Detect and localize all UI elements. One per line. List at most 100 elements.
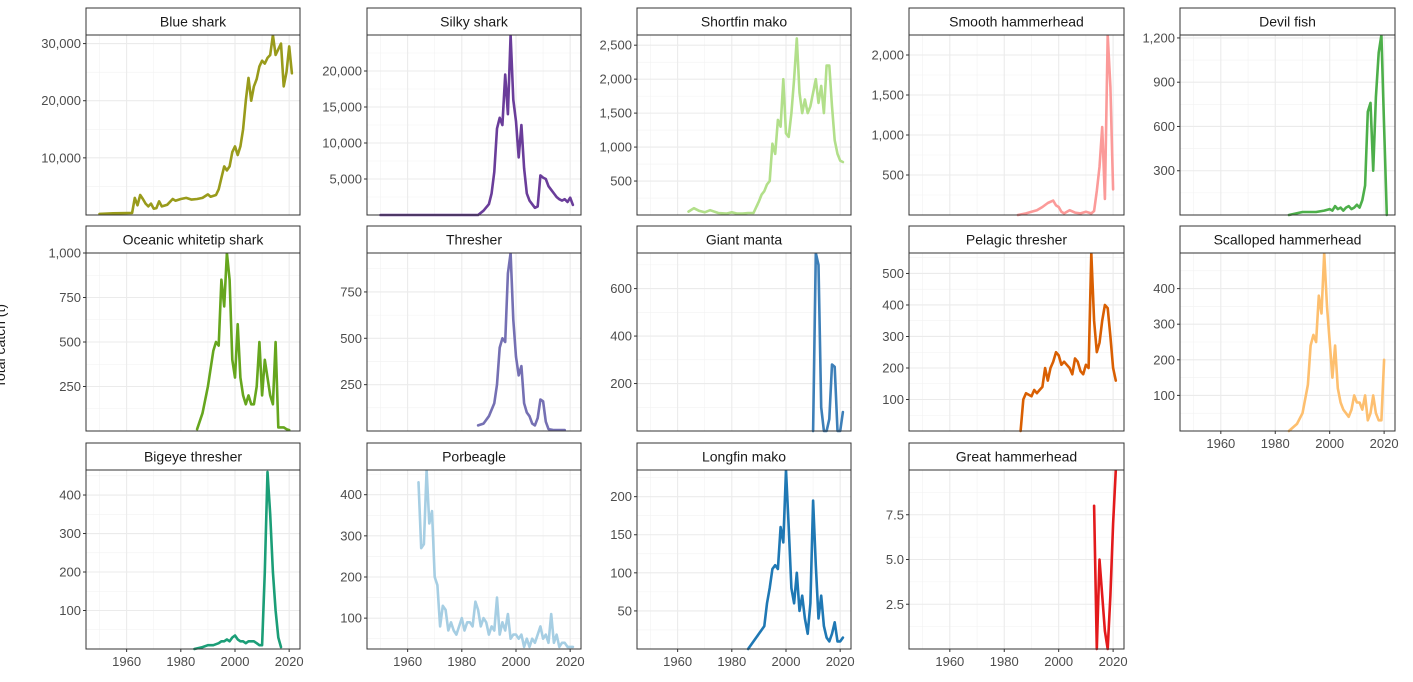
- y-tick-label: 300: [59, 526, 81, 541]
- y-tick-label: 500: [340, 331, 362, 346]
- series-line: [746, 468, 845, 651]
- y-tick-label: 200: [610, 376, 632, 391]
- facet-title: Thresher: [446, 232, 502, 248]
- series-line: [98, 33, 294, 216]
- y-tick-label: 100: [340, 611, 362, 626]
- panel-background: [367, 253, 581, 431]
- y-tick-label: 150: [610, 527, 632, 542]
- facet-panel: 500 1,000 1,500 2,000 2,500 Shortfin mako: [599, 7, 852, 216]
- facet-title: Scalloped hammerhead: [1214, 232, 1362, 248]
- y-tick-label: 250: [59, 379, 81, 394]
- y-tick-label: 100: [610, 565, 632, 580]
- y-tick-label: 200: [1153, 352, 1175, 367]
- facet-title: Longfin mako: [702, 449, 786, 465]
- panel-background: [637, 35, 851, 215]
- y-tick-label: 400: [340, 487, 362, 502]
- y-tick-label: 1,000: [871, 128, 904, 143]
- facet-panel: 100 200 300 400 1960 1980 2000 2020 Bigeye thres…: [59, 442, 304, 669]
- facet-title: Blue shark: [160, 14, 227, 30]
- x-tick-label: 2020: [826, 654, 855, 669]
- x-tick-label: 2000: [502, 654, 531, 669]
- facet-panel: 500 1,000 1,500 2,000 Smooth hammerhead: [871, 7, 1125, 217]
- x-tick-label: 2020: [1099, 654, 1128, 669]
- facet-panel: 250 500 750 Thresher: [340, 225, 582, 432]
- y-tick-label: 7.5: [886, 507, 904, 522]
- y-tick-label: 300: [1153, 317, 1175, 332]
- y-tick-label: 100: [882, 392, 904, 407]
- facet-title: Smooth hammerhead: [949, 14, 1084, 30]
- facet-title: Great hammerhead: [956, 449, 1077, 465]
- facet-panel: 300 600 900 1,200 Devil fish: [1142, 7, 1396, 217]
- facet-strip: [908, 7, 1125, 36]
- series-line: [687, 37, 845, 215]
- facet-panel: 2.5 5.0 7.5 1960 1980 2000 2020 Great hammerhea…: [886, 442, 1128, 669]
- x-tick-label: 2000: [221, 654, 250, 669]
- y-tick-label: 5.0: [886, 552, 904, 567]
- series-line: [193, 470, 283, 651]
- panel-background: [909, 35, 1124, 215]
- facet-strip: [366, 7, 582, 36]
- facet-title: Giant manta: [706, 232, 782, 248]
- y-tick-label: 20,000: [41, 93, 81, 108]
- facet-strip: [1179, 7, 1396, 36]
- y-tick-label: 400: [882, 297, 904, 312]
- y-tick-label: 15,000: [322, 100, 362, 115]
- y-tick-label: 750: [59, 290, 81, 305]
- facet-strip: [636, 7, 852, 36]
- facet-strip: [85, 7, 301, 36]
- y-tick-label: 500: [882, 266, 904, 281]
- y-tick-label: 1,000: [48, 246, 81, 261]
- x-tick-label: 2020: [556, 654, 585, 669]
- facet-panel: 100 200 300 400 1960 1980 2000 2020 Porbeagle: [340, 442, 585, 669]
- y-tick-label: 500: [59, 335, 81, 350]
- facet-strip: [366, 442, 582, 471]
- y-tick-label: 2,000: [871, 48, 904, 63]
- series-line: [1092, 468, 1118, 651]
- facet-panel: 100 200 300 400 1960 1980 2000 2020 Scalloped ha…: [1153, 225, 1399, 451]
- y-tick-label: 600: [610, 281, 632, 296]
- x-tick-label: 1980: [990, 654, 1019, 669]
- facet-panel: 100 200 300 400 500 Pelagic thresher: [882, 225, 1125, 433]
- y-tick-label: 100: [59, 603, 81, 618]
- facet-panel: 250 500 750 1,000 Oceanic whitetip shark: [48, 225, 301, 432]
- x-tick-label: 2020: [1370, 436, 1399, 451]
- facet-title: Bigeye thresher: [144, 449, 242, 465]
- series-line: [1016, 33, 1115, 217]
- y-tick-label: 50: [618, 603, 632, 618]
- x-tick-label: 1980: [166, 654, 195, 669]
- series-line: [417, 468, 575, 649]
- series-line: [476, 251, 567, 432]
- y-tick-label: 300: [340, 528, 362, 543]
- x-tick-label: 1980: [717, 654, 746, 669]
- y-tick-label: 600: [1153, 119, 1175, 134]
- y-tick-label: 200: [340, 569, 362, 584]
- y-tick-label: 500: [882, 168, 904, 183]
- y-tick-label: 400: [59, 488, 81, 503]
- facet-strip: [908, 225, 1125, 254]
- facet-title: Pelagic thresher: [966, 232, 1068, 248]
- y-tick-label: 1,500: [871, 88, 904, 103]
- y-tick-label: 200: [610, 489, 632, 504]
- facet-strip: [1179, 225, 1396, 254]
- series-line: [379, 33, 575, 217]
- x-tick-label: 1980: [447, 654, 476, 669]
- y-tick-label: 2.5: [886, 597, 904, 612]
- facet-title: Shortfin mako: [701, 14, 788, 30]
- facet-strip: [636, 225, 852, 254]
- y-tick-label: 200: [59, 565, 81, 580]
- y-tick-label: 100: [1153, 388, 1175, 403]
- series-line: [1287, 251, 1386, 433]
- y-tick-label: 20,000: [322, 64, 362, 79]
- facet-title: Silky shark: [440, 14, 509, 30]
- facet-panel: 50 100 150 200 1960 1980 2000 2020 Longfin mako: [610, 442, 855, 669]
- y-tick-label: 2,500: [599, 38, 632, 53]
- facet-title: Devil fish: [1259, 14, 1316, 30]
- y-tick-label: 400: [610, 329, 632, 344]
- facet-panel: 200 400 600 Giant manta: [610, 225, 852, 433]
- x-tick-label: 1960: [1206, 436, 1235, 451]
- y-tick-label: 400: [1153, 281, 1175, 296]
- panel-background: [1180, 35, 1395, 215]
- y-tick-label: 200: [882, 360, 904, 375]
